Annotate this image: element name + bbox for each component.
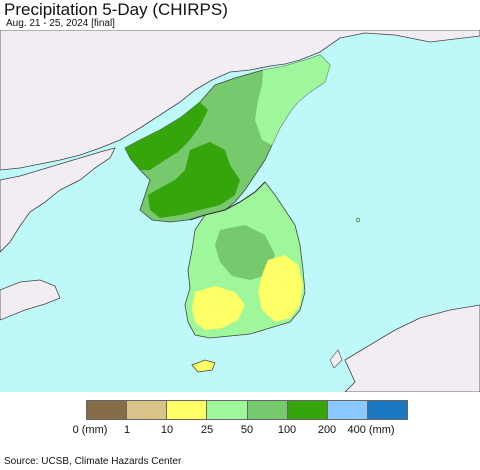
south-korea-light-east: [258, 255, 303, 322]
map-subtitle: Aug. 21 - 25, 2024 [final]: [6, 18, 115, 29]
legend-swatch: [367, 401, 407, 419]
legend-bar: [86, 400, 408, 420]
legend-label: 25: [200, 424, 214, 436]
legend-label: 400 (mm): [347, 424, 395, 436]
legend-label: 200: [317, 424, 337, 436]
legend-label: 100: [277, 424, 297, 436]
north-korea-heavy-west: [125, 102, 208, 170]
legend-swatch: [287, 401, 328, 419]
north-korea-heavy-central: [148, 142, 240, 218]
source-credit: Source: UCSB, Climate Hazards Center: [4, 456, 182, 467]
legend-label: 10: [160, 424, 174, 436]
map-title: Precipitation 5-Day (CHIRPS): [4, 0, 228, 19]
legend-swatch: [327, 401, 368, 419]
map-svg: [0, 30, 480, 392]
north-korea-coast-light: [255, 55, 330, 145]
legend-swatch: [167, 401, 208, 419]
legend-swatch: [127, 401, 168, 419]
legend-swatch: [207, 401, 248, 419]
legend-labels: 0 (mm) 1 10 25 50 100 200 400 (mm): [0, 424, 480, 438]
legend-label: 1: [123, 424, 131, 436]
ulleungdo-island: [355, 217, 361, 223]
japan-land: [344, 304, 480, 392]
legend-label: 0 (mm): [72, 424, 108, 436]
china-russia-land: [0, 30, 480, 171]
legend-swatch: [87, 401, 128, 419]
shandong-peninsula: [0, 279, 61, 321]
jeju-island: [191, 359, 216, 373]
legend-swatch: [247, 401, 288, 419]
tsushima-island: [329, 349, 343, 369]
south-korea-light-southwest: [192, 286, 245, 330]
liaodong-peninsula: [0, 147, 116, 253]
legend-label: 50: [240, 424, 254, 436]
south-korea-moderate: [215, 225, 275, 280]
dmz-border: [189, 181, 266, 221]
precipitation-map: [0, 30, 480, 392]
